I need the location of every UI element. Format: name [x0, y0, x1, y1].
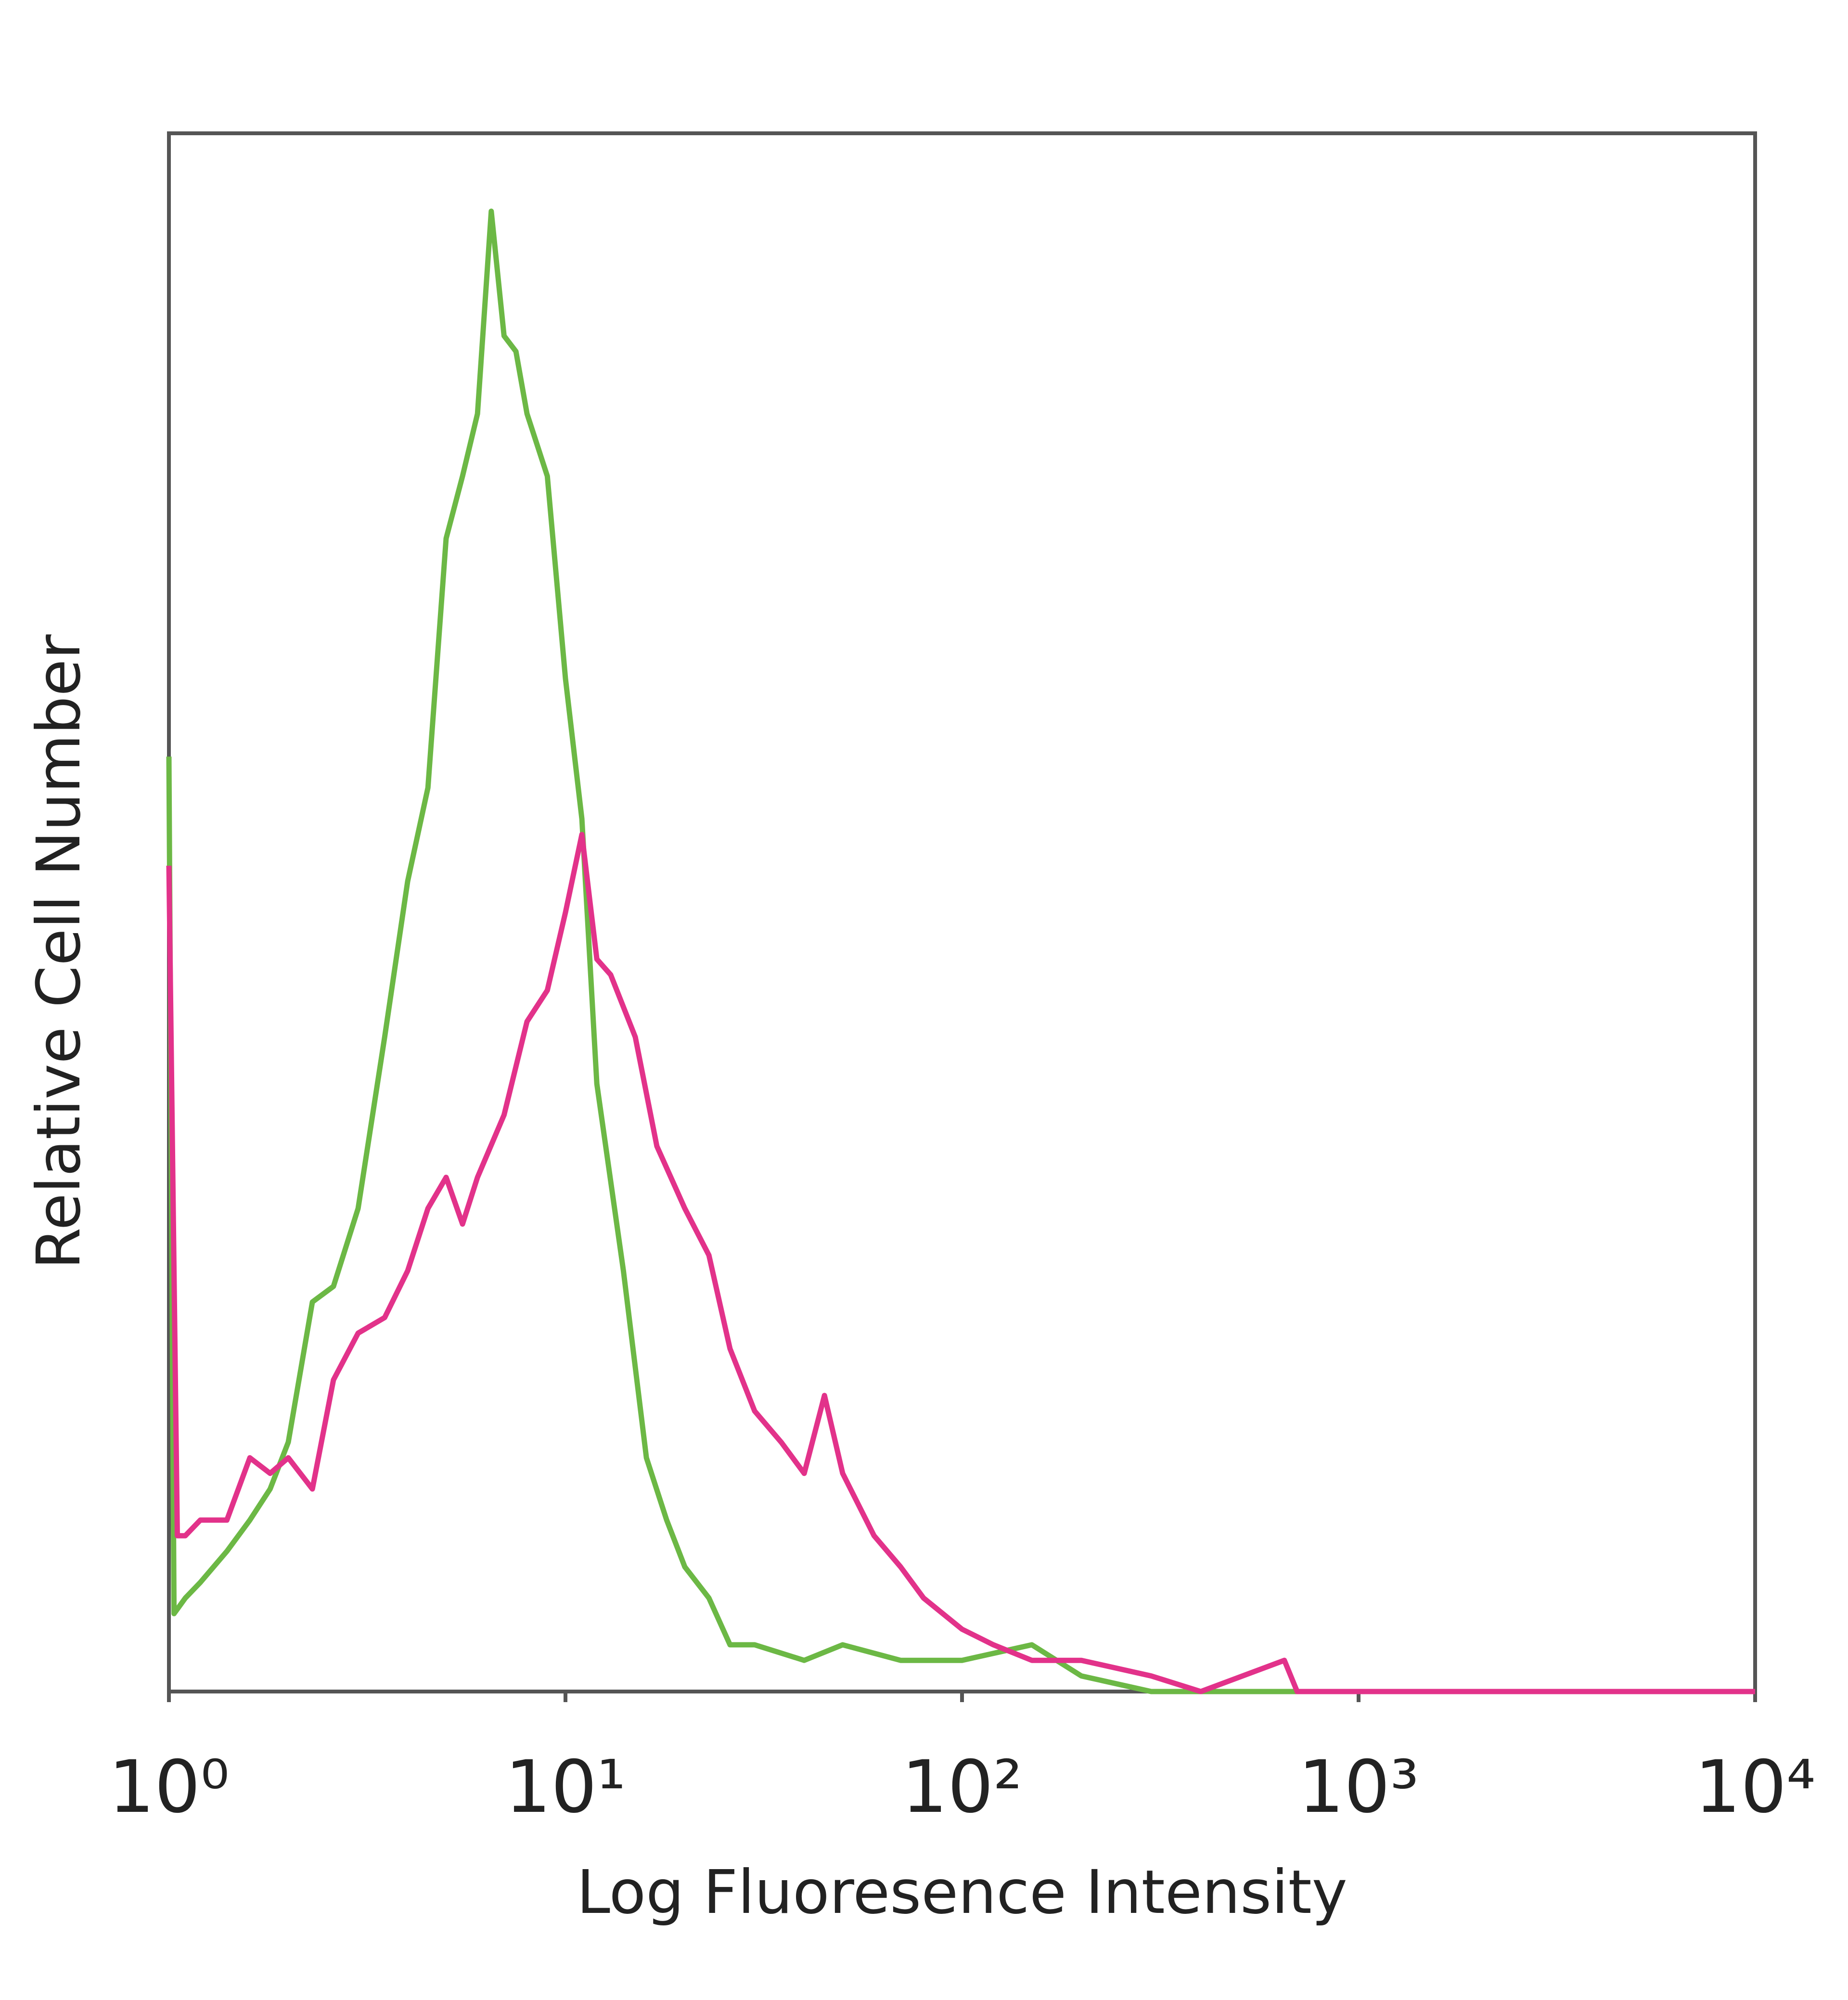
series-line: [166, 832, 1755, 1694]
x-tick-label: 10³: [1298, 1745, 1419, 1829]
x-tick-label: 10²: [901, 1745, 1022, 1829]
x-tick-label: 10¹: [505, 1745, 626, 1829]
x-tick-label: 10⁴: [1694, 1745, 1815, 1829]
y-axis-title: Relative Cell Number: [24, 634, 94, 1269]
x-axis-title: Log Fluoresence Intensity: [577, 1858, 1348, 1927]
series-line: [166, 208, 1755, 1694]
plot-frame: [167, 131, 1757, 1693]
x-tick-label: 10⁰: [108, 1745, 229, 1829]
